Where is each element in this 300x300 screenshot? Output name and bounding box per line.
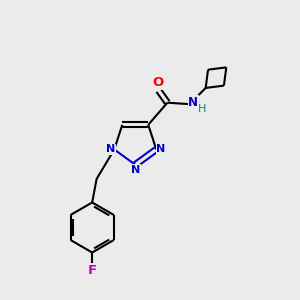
Text: H: H xyxy=(198,104,206,115)
Text: N: N xyxy=(131,165,140,175)
Text: N: N xyxy=(156,144,166,154)
Text: O: O xyxy=(153,76,164,89)
Text: N: N xyxy=(188,96,198,109)
Text: N: N xyxy=(106,144,115,154)
Text: F: F xyxy=(88,264,97,277)
